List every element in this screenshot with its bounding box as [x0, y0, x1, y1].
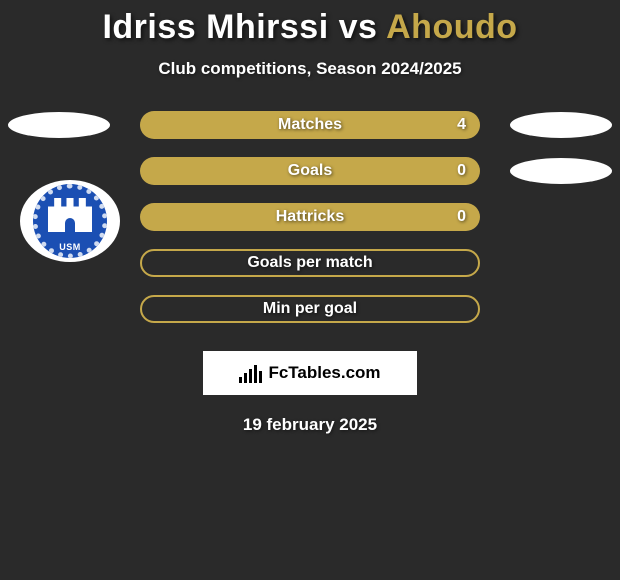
stat-bar: Goals per match: [140, 249, 480, 277]
page-title: Idriss Mhirssi vs Ahoudo: [0, 8, 620, 47]
stat-value: 4: [457, 116, 466, 134]
stat-bar: Goals 0: [140, 157, 480, 185]
stat-label: Goals: [288, 162, 332, 180]
club-badge-inner: USM: [33, 184, 107, 258]
stat-label: Hattricks: [276, 208, 344, 226]
stat-label: Matches: [278, 116, 342, 134]
stat-label: Goals per match: [247, 254, 372, 272]
watermark: FcTables.com: [203, 351, 417, 395]
stat-bar: Matches 4: [140, 111, 480, 139]
club-castle-icon: [48, 198, 92, 232]
stat-value: 0: [457, 162, 466, 180]
stat-row: Min per goal: [0, 295, 620, 323]
watermark-text: FcTables.com: [268, 363, 380, 383]
stat-value: 0: [457, 208, 466, 226]
subtitle: Club competitions, Season 2024/2025: [0, 59, 620, 79]
stat-label: Min per goal: [263, 300, 357, 318]
club-badge-text: USM: [33, 242, 107, 252]
stat-bar: Min per goal: [140, 295, 480, 323]
bar-chart-icon: [239, 363, 262, 383]
side-ellipse-right: [510, 112, 612, 138]
infographic-container: Idriss Mhirssi vs Ahoudo Club competitio…: [0, 0, 620, 580]
title-vs: vs: [329, 8, 386, 46]
club-badge: USM: [20, 180, 120, 262]
side-ellipse-left: [8, 112, 110, 138]
title-player1: Idriss Mhirssi: [102, 8, 328, 46]
title-player2: Ahoudo: [386, 8, 517, 46]
stat-row: Goals 0: [0, 157, 620, 185]
stat-row: Matches 4: [0, 111, 620, 139]
stat-bar: Hattricks 0: [140, 203, 480, 231]
date-label: 19 february 2025: [0, 415, 620, 435]
side-ellipse-right: [510, 158, 612, 184]
